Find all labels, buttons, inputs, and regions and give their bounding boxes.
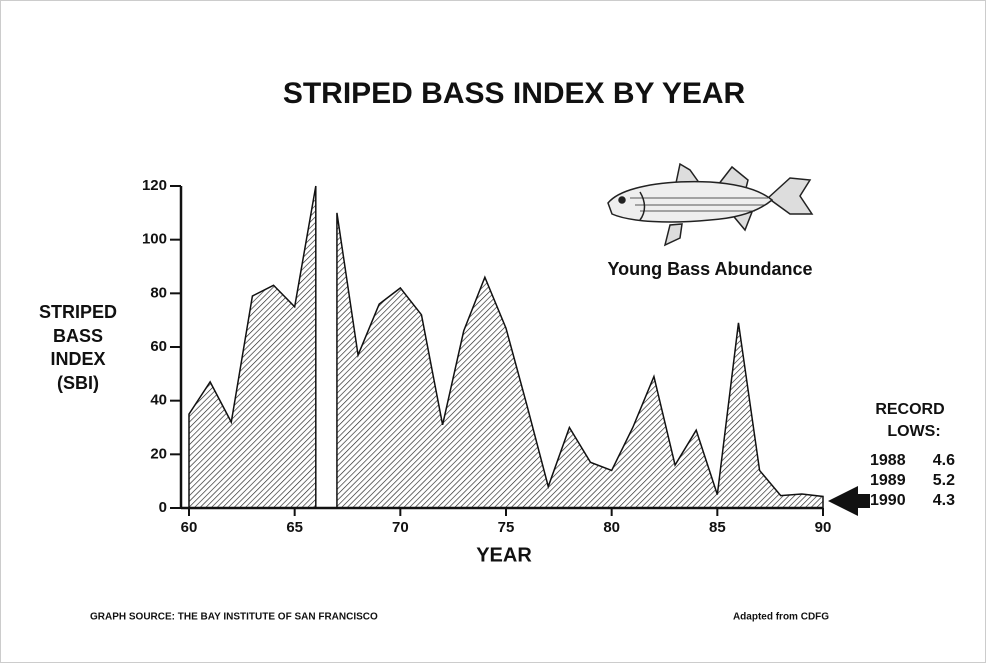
x-tick-label: 65 (286, 519, 303, 536)
credit: Adapted from CDFG (733, 612, 829, 623)
record-value: 4.3 (933, 492, 955, 509)
chart-title: STRIPED BASS INDEX BY YEAR (283, 77, 746, 110)
y-tick-label: 60 (150, 338, 167, 355)
y-tick-label: 80 (150, 284, 167, 301)
y-axis-label: INDEX (50, 349, 105, 369)
record-lows-title: LOWS: (887, 423, 940, 440)
x-axis-label: YEAR (476, 544, 532, 566)
record-lows-title: RECORD (875, 401, 944, 418)
record-value: 5.2 (933, 472, 955, 489)
x-tick-label: 90 (815, 519, 832, 536)
page: {"chart_data": { "type": "area", "title"… (0, 0, 986, 663)
y-tick-label: 20 (150, 445, 167, 462)
annotation: Young Bass Abundance (607, 259, 812, 279)
y-axis-label: BASS (53, 326, 103, 346)
x-tick-label: 80 (603, 519, 620, 536)
y-tick-label: 100 (142, 231, 167, 248)
y-tick-label: 0 (159, 499, 167, 516)
record-year: 1990 (870, 492, 906, 509)
chart: STRIPED BASS INDEX BY YEAR STRIPED BASS … (0, 0, 986, 663)
y-tick-label: 40 (150, 392, 167, 409)
record-year: 1988 (870, 452, 906, 469)
x-tick-label: 70 (392, 519, 409, 536)
x-tick-label: 60 (181, 519, 198, 536)
y-axis-label: (SBI) (57, 373, 99, 393)
y-tick-label: 120 (142, 177, 167, 194)
record-year: 1989 (870, 472, 906, 489)
x-tick-label: 75 (498, 519, 515, 536)
source: GRAPH SOURCE: THE BAY INSTITUTE OF SAN F… (90, 612, 378, 623)
x-tick-label: 85 (709, 519, 726, 536)
record-value: 4.6 (933, 452, 955, 469)
y-axis-label: STRIPED (39, 302, 117, 322)
